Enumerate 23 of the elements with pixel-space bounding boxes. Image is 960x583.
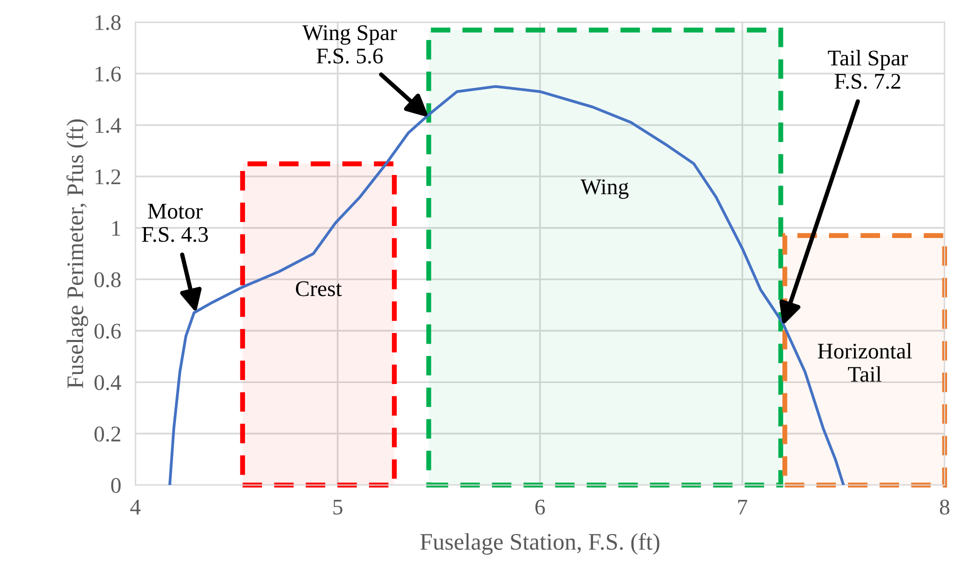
y-tick-label: 1.2 (96, 169, 120, 184)
annotation: Wing Spar F.S. 5.6 (302, 25, 397, 64)
x-axis-title: Fuselage Station, F.S. (ft) (420, 532, 660, 555)
y-tick-label: 1.6 (96, 66, 121, 82)
y-tick-label: 1 (112, 220, 120, 236)
annotation: Tail Spar F.S. 7.2 (828, 50, 908, 89)
x-tick-label: 7 (738, 500, 748, 514)
band-label: Horizontal Tail (818, 343, 912, 382)
x-tick-label: 5 (333, 500, 342, 515)
x-tick-label: 8 (940, 500, 950, 515)
y-tick-label: 0 (111, 478, 121, 493)
y-tick-label: 0.4 (94, 375, 122, 390)
band-label: Crest (296, 281, 342, 296)
y-axis-title: Fuselage Perimeter, Pfus (ft) (66, 119, 88, 388)
band-label: Wing (580, 179, 629, 199)
x-tick-label: 6 (535, 500, 545, 515)
y-tick-label: 0.8 (94, 272, 121, 288)
x-tick-label: 4 (130, 500, 141, 514)
y-tick-label: 1.4 (96, 118, 122, 134)
y-tick-label: 0.2 (94, 426, 120, 442)
y-tick-label: 1.8 (96, 15, 121, 30)
y-tick-label: 0.6 (94, 324, 121, 339)
annotation: Motor F.S. 4.3 (142, 204, 208, 242)
